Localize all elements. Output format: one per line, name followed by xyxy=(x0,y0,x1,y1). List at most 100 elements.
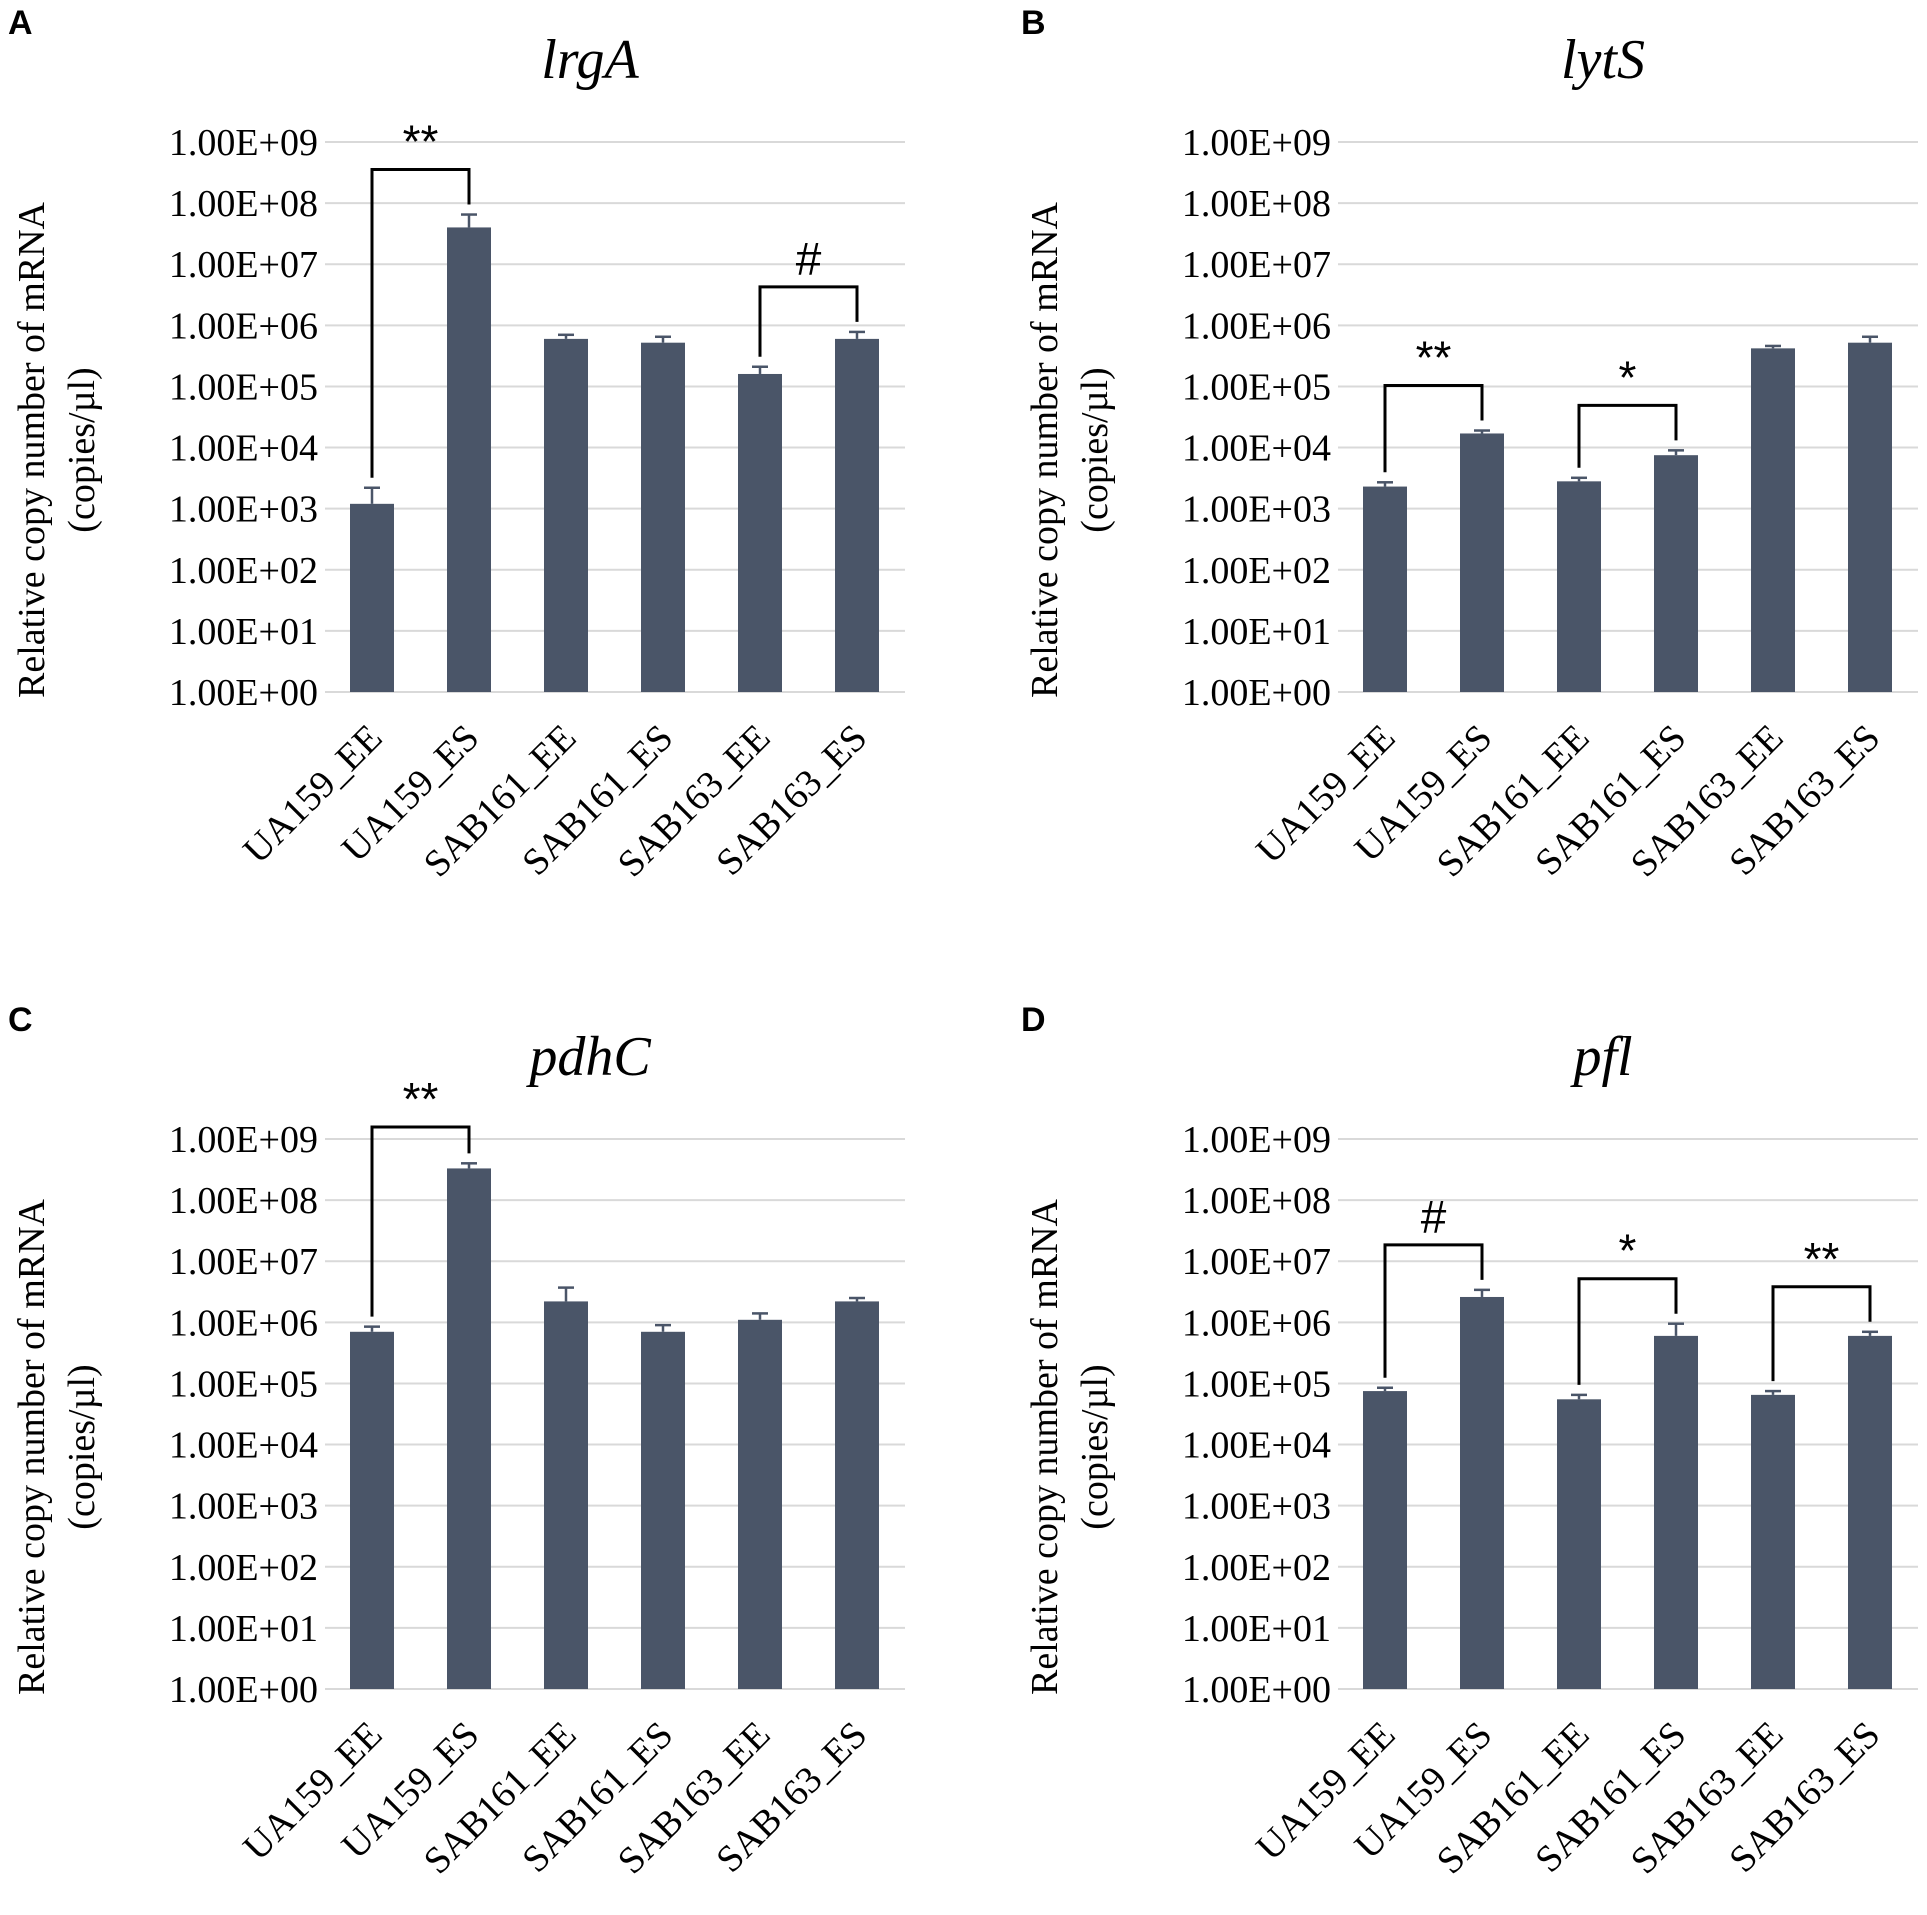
y-axis-label: Relative copy number of mRNA xyxy=(1024,201,1066,698)
bar xyxy=(835,338,879,692)
y-tick-label: 1.00E+00 xyxy=(1182,672,1331,714)
bar xyxy=(350,503,394,692)
bar xyxy=(1848,1335,1892,1689)
bar xyxy=(1557,1399,1601,1689)
bar xyxy=(641,342,685,692)
bar xyxy=(544,1301,588,1689)
bar xyxy=(1363,1391,1407,1689)
y-tick-label: 1.00E+06 xyxy=(169,1302,318,1344)
y-tick-label: 1.00E+04 xyxy=(1182,428,1331,470)
significance-label: ** xyxy=(403,1073,439,1125)
significance-bracket xyxy=(370,1125,471,1317)
y-tick-label: 1.00E+06 xyxy=(1182,1302,1331,1344)
bar xyxy=(1654,1335,1698,1689)
y-tick-label: 1.00E+00 xyxy=(169,1669,318,1711)
y-tick-label: 1.00E+03 xyxy=(1182,1486,1331,1528)
bar xyxy=(350,1331,394,1689)
y-tick-label: 1.00E+06 xyxy=(169,305,318,347)
chart-title: lrgA xyxy=(541,29,639,91)
significance-bracket xyxy=(1383,384,1484,473)
bar xyxy=(544,338,588,692)
significance-label: * xyxy=(1619,1225,1637,1277)
y-tick-label: 1.00E+07 xyxy=(169,244,318,286)
y-tick-label: 1.00E+07 xyxy=(169,1241,318,1283)
y-axis-label: Relative copy number of mRNA xyxy=(1024,1198,1066,1695)
y-tick-label: 1.00E+05 xyxy=(1182,1363,1331,1405)
panel-letter: C xyxy=(8,1001,33,1039)
y-tick-label: 1.00E+02 xyxy=(169,1547,318,1589)
y-axis-label: (copies/µl) xyxy=(1074,1364,1116,1529)
y-tick-label: 1.00E+01 xyxy=(169,1608,318,1650)
y-tick-label: 1.00E+02 xyxy=(1182,1547,1331,1589)
significance-bracket xyxy=(758,285,859,357)
significance-label: ** xyxy=(1416,332,1452,384)
bar xyxy=(641,1331,685,1689)
panel-letter: A xyxy=(8,4,33,42)
y-tick-label: 1.00E+04 xyxy=(169,428,318,470)
bar xyxy=(1363,486,1407,692)
y-tick-label: 1.00E+02 xyxy=(169,550,318,592)
bar xyxy=(738,373,782,692)
y-tick-label: 1.00E+04 xyxy=(1182,1425,1331,1467)
y-tick-label: 1.00E+01 xyxy=(1182,1608,1331,1650)
significance-bracket xyxy=(1577,403,1678,468)
y-axis-label: (copies/µl) xyxy=(61,367,103,532)
y-tick-label: 1.00E+09 xyxy=(169,1119,318,1161)
bar xyxy=(1557,481,1601,692)
bar xyxy=(835,1301,879,1689)
y-tick-label: 1.00E+09 xyxy=(1182,122,1331,164)
chart-title: pdhC xyxy=(525,1026,651,1088)
y-tick-label: 1.00E+08 xyxy=(1182,183,1331,225)
significance-bracket xyxy=(370,168,471,478)
y-tick-label: 1.00E+00 xyxy=(1182,1669,1331,1711)
bar xyxy=(1460,433,1504,692)
bar xyxy=(1460,1296,1504,1689)
bar xyxy=(1751,1394,1795,1689)
y-tick-label: 1.00E+08 xyxy=(169,183,318,225)
panel-letter: B xyxy=(1021,4,1046,42)
panel-letter: D xyxy=(1021,1001,1046,1039)
y-tick-label: 1.00E+09 xyxy=(169,122,318,164)
significance-bracket xyxy=(1771,1285,1872,1382)
y-tick-label: 1.00E+07 xyxy=(1182,1241,1331,1283)
y-tick-label: 1.00E+08 xyxy=(169,1180,318,1222)
y-tick-label: 1.00E+01 xyxy=(169,611,318,653)
bar xyxy=(447,1168,491,1689)
y-tick-label: 1.00E+03 xyxy=(1182,489,1331,531)
significance-label: * xyxy=(1619,351,1637,403)
y-tick-label: 1.00E+07 xyxy=(1182,244,1331,286)
y-tick-label: 1.00E+05 xyxy=(1182,366,1331,408)
bar xyxy=(1654,455,1698,692)
y-tick-label: 1.00E+04 xyxy=(169,1425,318,1467)
y-axis-label: (copies/µl) xyxy=(1074,367,1116,532)
y-tick-label: 1.00E+02 xyxy=(1182,550,1331,592)
significance-label: # xyxy=(796,233,822,285)
chart-title: lytS xyxy=(1561,29,1645,91)
y-axis-label: Relative copy number of mRNA xyxy=(11,1198,53,1695)
y-tick-label: 1.00E+00 xyxy=(169,672,318,714)
significance-label: ** xyxy=(403,116,439,168)
bar xyxy=(447,227,491,692)
significance-bracket xyxy=(1383,1243,1484,1378)
y-tick-label: 1.00E+08 xyxy=(1182,1180,1331,1222)
significance-label: ** xyxy=(1804,1233,1840,1285)
y-tick-label: 1.00E+05 xyxy=(169,366,318,408)
chart-title: pfl xyxy=(1569,1026,1632,1088)
bar xyxy=(1751,348,1795,692)
significance-label: # xyxy=(1421,1191,1447,1243)
bar xyxy=(738,1319,782,1689)
y-axis-label: Relative copy number of mRNA xyxy=(11,201,53,698)
y-tick-label: 1.00E+06 xyxy=(1182,305,1331,347)
y-tick-label: 1.00E+05 xyxy=(169,1363,318,1405)
y-tick-label: 1.00E+09 xyxy=(1182,1119,1331,1161)
y-axis-label: (copies/µl) xyxy=(61,1364,103,1529)
significance-bracket xyxy=(1577,1277,1678,1385)
y-tick-label: 1.00E+03 xyxy=(169,489,318,531)
y-tick-label: 1.00E+01 xyxy=(1182,611,1331,653)
y-tick-label: 1.00E+03 xyxy=(169,1486,318,1528)
